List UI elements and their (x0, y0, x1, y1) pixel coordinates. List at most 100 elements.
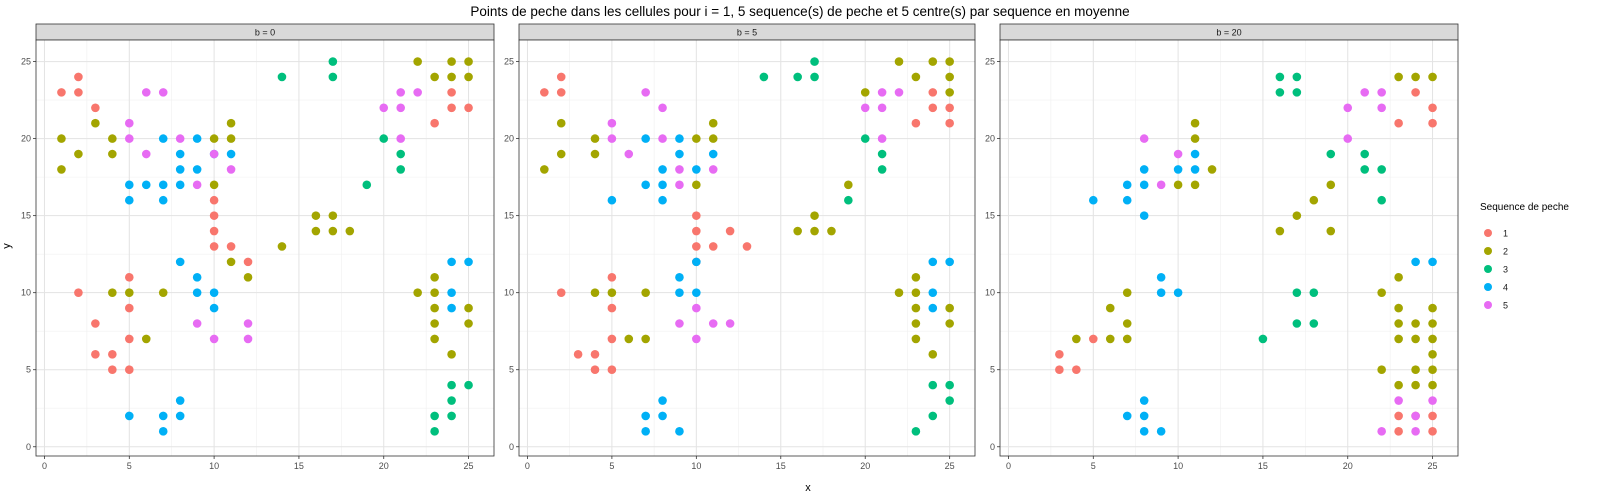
data-point-seq-2 (911, 288, 921, 297)
facet-panel: b = 20 0 5 10 15 20 25 0 5 10 15 20 25 (985, 23, 1459, 471)
data-point-seq-2 (1122, 288, 1132, 297)
data-point-seq-2 (1428, 303, 1437, 313)
data-point-seq-5 (658, 103, 667, 113)
data-point-seq-3 (328, 57, 338, 66)
data-point-seq-2 (692, 134, 701, 143)
data-point-seq-2 (911, 272, 921, 282)
data-point-seq-1 (464, 103, 473, 113)
data-point-seq-2 (158, 288, 168, 297)
data-point-seq-4 (658, 195, 667, 205)
data-point-seq-2 (226, 118, 236, 128)
facet-strip-label: b = 5 (737, 28, 757, 38)
data-point-seq-2 (1394, 334, 1403, 344)
data-point-seq-2 (1428, 350, 1437, 359)
data-point-seq-1 (1428, 427, 1437, 436)
data-point-seq-5 (379, 103, 389, 113)
data-point-seq-3 (877, 165, 887, 174)
data-point-seq-2 (209, 180, 219, 190)
data-point-seq-4 (1139, 411, 1149, 421)
data-point-seq-4 (209, 288, 219, 297)
data-point-seq-4 (692, 165, 701, 174)
x-axis-label: x (805, 482, 811, 494)
data-point-seq-1 (573, 350, 583, 359)
data-point-seq-5 (413, 88, 422, 97)
data-point-seq-2 (328, 226, 338, 236)
data-point-seq-4 (175, 180, 185, 190)
data-point-seq-2 (1411, 365, 1420, 375)
data-point-seq-1 (91, 319, 100, 328)
data-point-seq-2 (1072, 334, 1081, 344)
data-point-seq-2 (464, 303, 473, 313)
data-point-seq-1 (556, 88, 566, 97)
data-point-seq-3 (430, 427, 439, 436)
data-point-seq-1 (447, 88, 456, 97)
data-point-seq-2 (1275, 226, 1285, 236)
data-point-seq-3 (928, 411, 938, 421)
data-point-seq-2 (928, 350, 938, 359)
data-point-seq-5 (1343, 134, 1353, 143)
data-point-seq-5 (675, 319, 684, 328)
data-point-seq-4 (641, 134, 650, 143)
data-point-seq-4 (124, 180, 134, 190)
y-tick-label: 15 (985, 211, 995, 221)
data-point-seq-4 (692, 257, 701, 267)
data-point-seq-4 (641, 180, 650, 190)
data-point-seq-1 (1394, 427, 1403, 436)
data-point-seq-2 (447, 350, 456, 359)
data-point-seq-4 (226, 149, 236, 159)
data-point-seq-4 (1156, 427, 1166, 436)
data-point-seq-2 (430, 319, 439, 328)
data-point-seq-1 (108, 350, 117, 359)
data-point-seq-2 (911, 72, 921, 82)
data-point-seq-5 (1394, 396, 1403, 405)
data-point-seq-2 (624, 334, 634, 344)
data-point-seq-1 (556, 72, 566, 82)
x-tick-label: 15 (1258, 461, 1268, 471)
data-point-seq-2 (464, 57, 473, 66)
data-point-seq-2 (1173, 180, 1183, 190)
data-point-seq-4 (658, 411, 667, 421)
data-point-seq-2 (1411, 380, 1420, 390)
data-point-seq-1 (74, 72, 83, 82)
data-point-seq-2 (708, 118, 718, 128)
data-point-seq-2 (1428, 365, 1437, 375)
data-point-seq-1 (124, 365, 134, 375)
data-point-seq-5 (1428, 396, 1437, 405)
data-point-seq-1 (607, 272, 617, 282)
data-point-seq-2 (311, 211, 321, 220)
data-point-seq-1 (1055, 365, 1064, 375)
data-point-seq-4 (1122, 180, 1132, 190)
legend-title: Sequence de peche (1480, 202, 1569, 213)
data-point-seq-4 (1428, 257, 1437, 267)
data-point-seq-4 (1156, 288, 1166, 297)
data-point-seq-2 (928, 57, 938, 66)
data-point-seq-4 (158, 195, 168, 205)
data-point-seq-2 (226, 134, 236, 143)
facet-panel: b = 5 0 5 10 15 20 25 0 5 10 15 20 25 (504, 23, 976, 471)
data-point-seq-2 (1394, 319, 1403, 328)
data-point-seq-5 (658, 134, 667, 143)
x-tick-label: 20 (379, 461, 389, 471)
y-tick-label: 5 (509, 365, 514, 375)
data-point-seq-3 (464, 380, 473, 390)
data-point-seq-3 (1309, 288, 1319, 297)
data-point-seq-5 (209, 334, 219, 344)
data-point-seq-4 (447, 303, 456, 313)
data-point-seq-2 (540, 165, 549, 174)
data-point-seq-4 (175, 411, 185, 421)
y-axis-label: y (1, 243, 13, 249)
panels-layer: b = 0 0 5 10 15 20 25 0 5 10 15 20 25 b = 5 0 5 10 15 20 25… (21, 23, 1459, 471)
data-point-seq-2 (590, 288, 600, 297)
data-point-seq-1 (91, 350, 100, 359)
data-point-seq-3 (793, 72, 802, 82)
data-point-seq-2 (1122, 319, 1132, 328)
data-point-seq-2 (945, 88, 954, 97)
panel-border (999, 39, 1459, 457)
data-point-seq-4 (945, 257, 954, 267)
data-point-seq-3 (844, 195, 853, 205)
data-point-seq-2 (430, 303, 439, 313)
data-point-seq-1 (725, 226, 735, 236)
data-point-seq-2 (1105, 303, 1115, 313)
data-point-seq-2 (430, 272, 439, 282)
data-point-seq-5 (226, 165, 236, 174)
